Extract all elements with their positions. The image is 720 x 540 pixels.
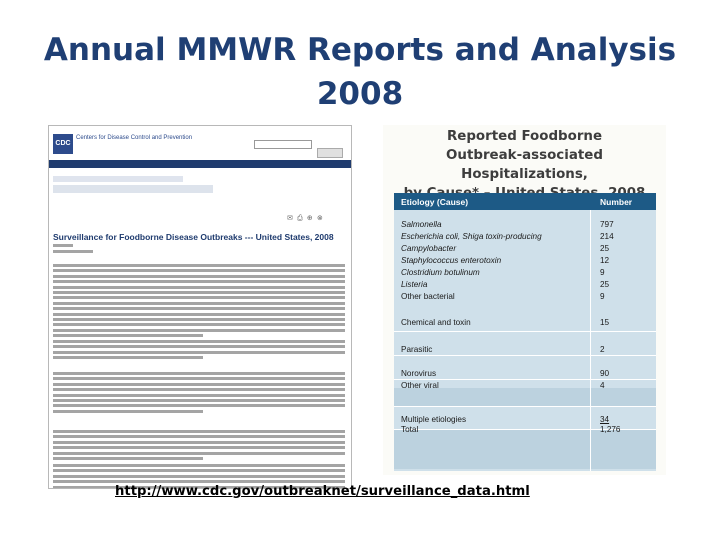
table-row-number: 25 (600, 280, 610, 289)
body-text-line (53, 345, 345, 349)
body-text-line (53, 440, 345, 444)
body-text-line (53, 280, 345, 284)
body-text-line (53, 285, 345, 289)
body-text-line (53, 274, 345, 278)
table-row-number: 9 (600, 292, 605, 301)
table-title-line-2: Outbreak-associated Hospitalizations, (446, 148, 603, 182)
body-text-line (53, 469, 345, 473)
body-text-line (53, 264, 345, 267)
body-text-line (53, 430, 345, 433)
hospitalizations-table-image: Reported Foodborne Outbreak-associated H… (383, 125, 666, 475)
table-row-cause: Staphylococcus enterotoxin (401, 256, 502, 265)
table-row-number: 90 (600, 369, 610, 378)
table-row-cause: Escherichia coli, Shiga toxin-producing (401, 232, 542, 241)
body-text-line (53, 399, 345, 402)
table-row-cause: Campylobacter (401, 244, 457, 253)
body-text-line (53, 393, 345, 397)
cdc-org-name: Centers for Disease Control and Preventi… (76, 135, 193, 141)
body-text-line (53, 328, 345, 332)
table-row-number: 214 (600, 232, 614, 241)
table-row-number: 4 (600, 381, 605, 390)
header-cause: Etiology (Cause) (401, 197, 469, 207)
body-text-line (53, 409, 203, 413)
weekly-label-line (53, 250, 93, 253)
body-text-line (53, 435, 345, 439)
search-input (254, 140, 312, 149)
table-row-cause: Multiple etiologies (401, 415, 467, 424)
body-text-line (53, 350, 345, 354)
nav-bar (49, 160, 351, 168)
body-text-line (53, 318, 345, 321)
body-text-line (53, 296, 345, 300)
body-text-line (53, 451, 345, 455)
body-text-line (53, 404, 345, 408)
header-number: Number (600, 197, 633, 207)
body-text-line (53, 474, 345, 478)
table-row-number: 34 (600, 415, 610, 424)
column-divider (590, 210, 591, 471)
mmwr-banner (53, 185, 213, 193)
body-text-line (53, 307, 345, 311)
body-text-line (53, 323, 345, 327)
body-text-line (53, 446, 345, 450)
table-row-number: 2 (600, 345, 605, 354)
body-text-line (53, 340, 345, 343)
etiology-table: Etiology (Cause) Number Salmonella 797 Esc… (394, 193, 656, 471)
body-text-line (53, 291, 345, 294)
table-divider (394, 331, 656, 332)
body-text-line (53, 382, 345, 386)
table-row-cause: Other viral (401, 381, 439, 390)
table-row-cause: Listeria (401, 280, 428, 289)
body-text-line (53, 485, 345, 488)
table-title-line-1: Reported Foodborne (446, 129, 603, 144)
report-heading: Surveillance for Foodborne Disease Outbr… (53, 232, 334, 242)
slide-title-line-1: Annual MMWR Reports and Analysis (43, 32, 677, 68)
table-title: Reported Foodborne Outbreak-associated H… (383, 127, 666, 203)
weekly-label-line (53, 244, 73, 247)
body-text-line (53, 480, 345, 484)
page-tools-icons: ✉ ⎙ ⊕ ⊗ (287, 214, 324, 222)
body-text-line (53, 457, 203, 460)
table-row-cause: Other bacterial (401, 292, 455, 301)
table-row-cause: Norovirus (401, 369, 437, 378)
table-row-cause: Chemical and toxin (401, 318, 471, 327)
table-row-number: 15 (600, 318, 610, 327)
table-group-band (394, 429, 656, 469)
surveillance-data-link[interactable]: http://www.cdc.gov/outbreaknet/surveilla… (115, 484, 530, 499)
table-header: Etiology (Cause) Number (394, 193, 656, 210)
body-text-line (53, 356, 203, 360)
body-text-line (53, 464, 345, 467)
table-row-number: 25 (600, 244, 610, 253)
body-text-line (53, 372, 345, 375)
body-text-line (53, 388, 345, 392)
table-row-number: 9 (600, 268, 605, 277)
breadcrumb (53, 176, 183, 182)
table-divider (394, 406, 656, 407)
body-text-line (53, 377, 345, 381)
cdc-logo: CDC (53, 134, 73, 154)
table-row-number: 1,276 (600, 425, 621, 434)
table-row-cause: Clostridium botulinum (401, 268, 480, 277)
mmwr-page-screenshot: CDC Centers for Disease Control and Prev… (48, 125, 352, 489)
table-row-cause: Salmonella (401, 220, 442, 229)
search-button (317, 148, 343, 158)
table-divider (394, 429, 656, 430)
body-text-line (53, 269, 345, 273)
body-text-line (53, 334, 203, 338)
table-row-number: 12 (600, 256, 610, 265)
table-divider (394, 379, 656, 380)
body-text-line (53, 301, 345, 305)
body-text-line (53, 312, 345, 316)
table-divider (394, 355, 656, 356)
table-row-number: 797 (600, 220, 614, 229)
slide-title-line-2: 2008 (316, 76, 404, 112)
table-group-band (394, 388, 656, 406)
table-row-cause: Total (401, 425, 419, 434)
table-row-cause: Parasitic (401, 345, 433, 354)
